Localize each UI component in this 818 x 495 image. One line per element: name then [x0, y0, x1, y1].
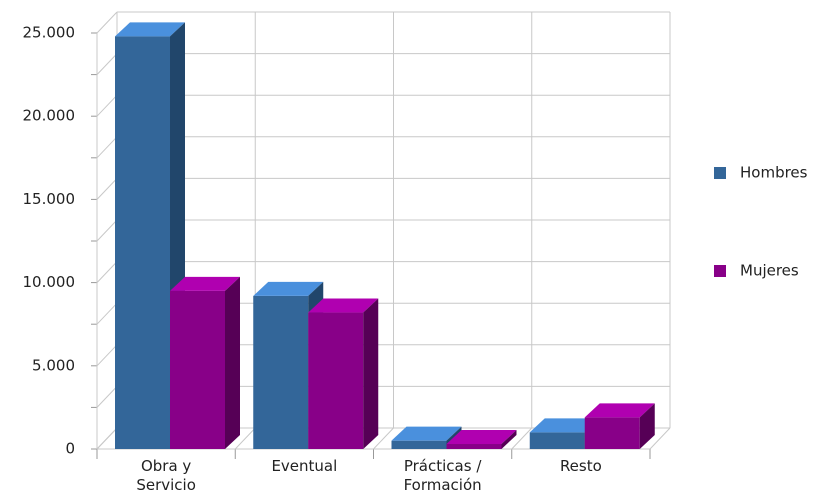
y-tick-label: 20.000	[23, 107, 76, 125]
grid-line	[96, 344, 118, 367]
bar-side	[501, 430, 517, 449]
bar-front	[253, 295, 309, 449]
bar-top	[584, 403, 655, 418]
floor-line	[373, 427, 394, 450]
grid-line	[96, 178, 118, 200]
floor-line	[511, 427, 533, 450]
legend-label: Hombres	[740, 164, 808, 182]
legend-label: Mujeres	[740, 262, 799, 280]
bar-side	[225, 276, 240, 449]
floor-line	[234, 427, 256, 450]
bar-front	[584, 417, 640, 449]
grid-line	[96, 11, 118, 34]
grid-line	[96, 386, 118, 408]
floor-line	[649, 427, 671, 450]
bar-front	[308, 312, 364, 449]
grid-line	[96, 261, 118, 283]
x-tick-label: Obra y Servicio	[136, 457, 196, 494]
legend-swatch	[714, 167, 726, 179]
bar-top	[115, 22, 185, 37]
bar-front	[446, 444, 502, 449]
bar-front	[170, 290, 225, 449]
y-tick-label: 10.000	[23, 273, 76, 291]
floor-line	[96, 427, 118, 450]
grid-line	[96, 302, 118, 325]
bar-top	[446, 430, 517, 445]
bar-side	[363, 298, 379, 449]
legend-swatch	[714, 265, 726, 277]
x-tick-label: Eventual	[271, 457, 338, 475]
y-tick-label: 15.000	[23, 190, 76, 208]
x-tick-label: Prácticas / Formación	[403, 457, 482, 494]
y-tick-label: 0	[65, 440, 75, 458]
grid-line	[96, 53, 118, 75]
bar-front	[391, 440, 447, 449]
bar-side	[639, 403, 655, 449]
bar-top	[308, 298, 379, 313]
y-tick-label: 5.000	[32, 356, 75, 374]
bar-top	[170, 276, 240, 291]
x-tick-label: Resto	[559, 457, 602, 475]
grid-line	[96, 94, 118, 117]
y-tick-label: 25.000	[23, 24, 76, 42]
bar-front	[115, 36, 170, 449]
bar-front	[529, 432, 585, 449]
bar-top	[253, 281, 324, 296]
grid-line	[96, 219, 118, 242]
bar-top	[391, 426, 462, 441]
bar-top	[529, 418, 600, 433]
grid-line	[96, 136, 118, 159]
